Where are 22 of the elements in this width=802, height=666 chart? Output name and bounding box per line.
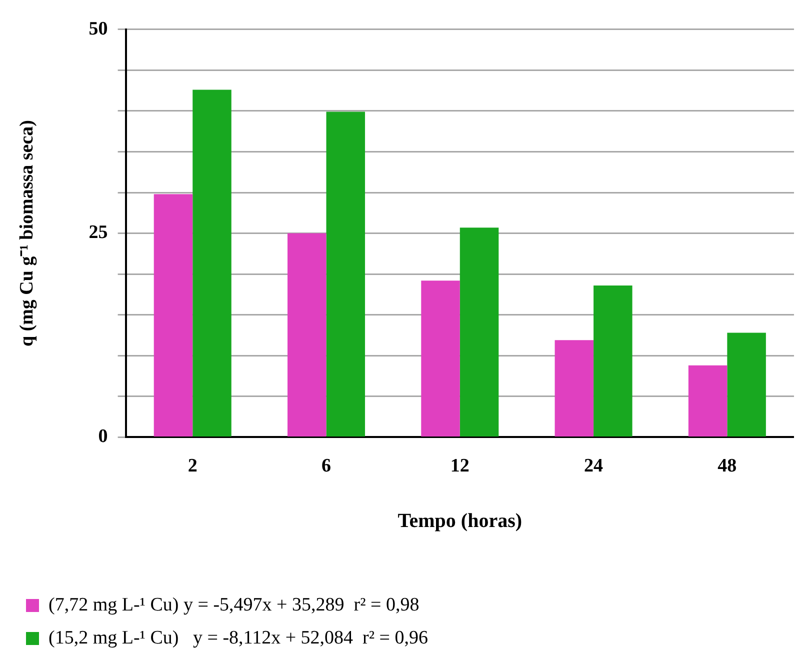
bar: [326, 112, 366, 436]
y-tick-label: 0: [98, 426, 108, 448]
x-axis-title: Tempo (horas): [398, 510, 522, 532]
legend-label: (7,72 mg L-¹ Cu) y = -5,497x + 35,289 r² = 0,98: [48, 594, 420, 616]
x-tick-label: 24: [584, 456, 604, 477]
x-tick-label: 6: [322, 456, 332, 477]
x-tick-label: 12: [450, 456, 470, 477]
bar: [421, 280, 460, 436]
y-axis-title: q (mg Cu g⁻¹ biomassa seca): [16, 120, 38, 347]
bar: [594, 286, 632, 436]
bar: [554, 340, 594, 436]
bar: [288, 233, 326, 436]
legend-label: (15,2 mg L-¹ Cu) y = -8,112x + 52,084 r² = 0,96: [48, 627, 428, 648]
bar: [154, 194, 193, 436]
x-tick-label: 2: [188, 456, 198, 477]
y-tick-label: 25: [88, 222, 108, 244]
bar: [192, 90, 232, 436]
x-tick-label: 48: [718, 456, 737, 477]
bar: [688, 365, 728, 436]
bar: [460, 228, 499, 436]
y-tick-label: 50: [88, 18, 108, 40]
bar: [727, 332, 766, 436]
